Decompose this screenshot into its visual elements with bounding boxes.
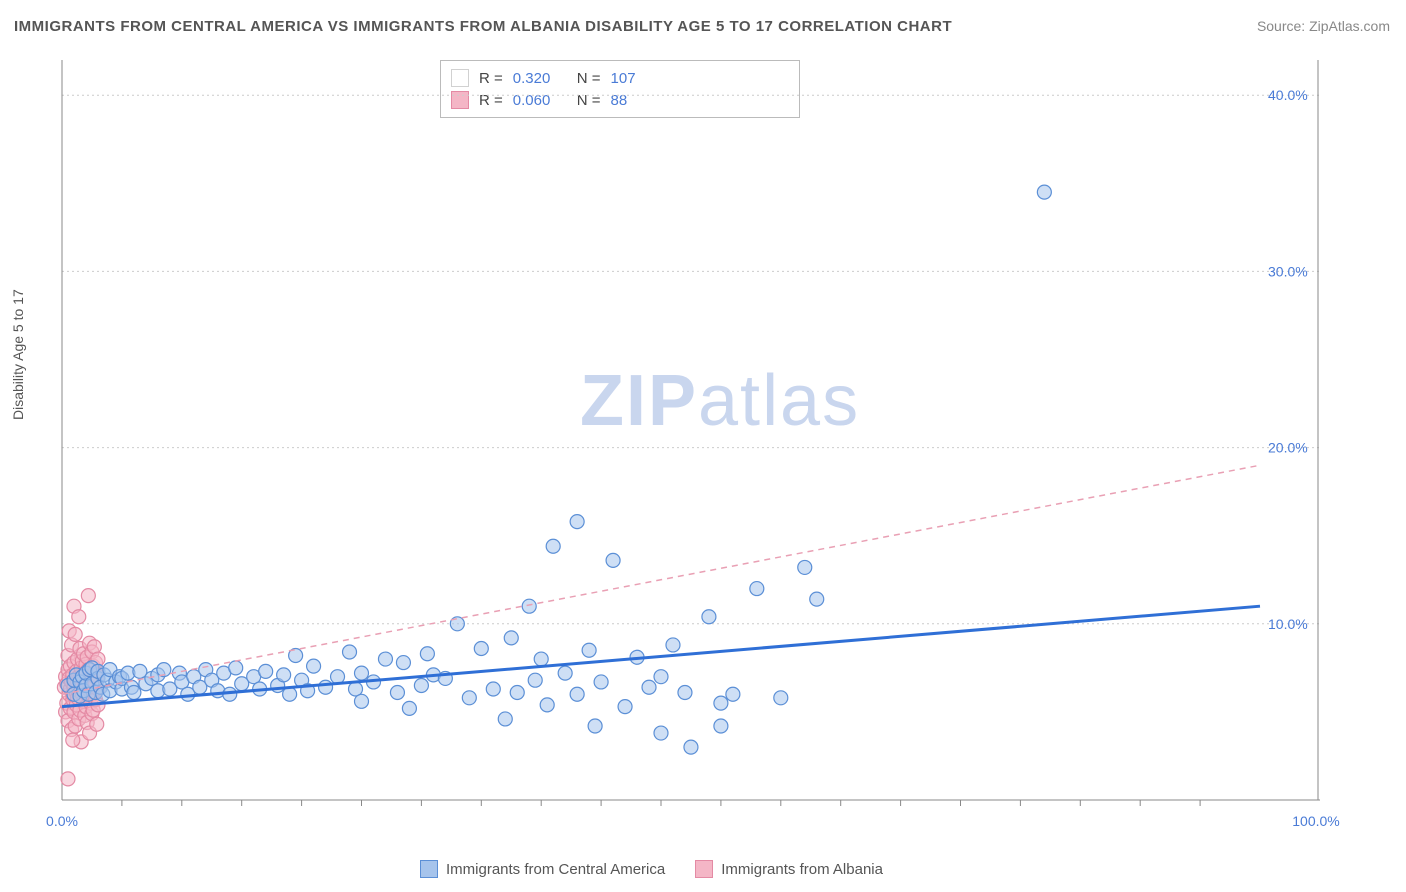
plot-svg: 10.0%20.0%30.0%40.0%0.0%100.0% xyxy=(60,60,1320,830)
legend-label: Immigrants from Central America xyxy=(446,861,665,878)
legend-series: Immigrants from Central America Immigran… xyxy=(420,860,883,878)
svg-text:10.0%: 10.0% xyxy=(1268,616,1308,632)
legend-label: Immigrants from Albania xyxy=(721,861,883,878)
svg-text:20.0%: 20.0% xyxy=(1268,440,1308,456)
swatch-central-america xyxy=(420,860,438,878)
title-bar: IMMIGRANTS FROM CENTRAL AMERICA VS IMMIG… xyxy=(0,0,1406,40)
source-label: Source: ZipAtlas.com xyxy=(1257,18,1390,34)
plot-area: 10.0%20.0%30.0%40.0%0.0%100.0% xyxy=(60,60,1320,830)
chart-container: IMMIGRANTS FROM CENTRAL AMERICA VS IMMIG… xyxy=(0,0,1406,892)
svg-text:100.0%: 100.0% xyxy=(1292,813,1339,829)
legend-item-central-america: Immigrants from Central America xyxy=(420,860,665,878)
svg-text:30.0%: 30.0% xyxy=(1268,263,1308,279)
swatch-albania xyxy=(695,860,713,878)
chart-area: 10.0% 20.0% 30.0% 40.0% 0.0% 100.0% xyxy=(20,50,1386,852)
chart-title: IMMIGRANTS FROM CENTRAL AMERICA VS IMMIG… xyxy=(14,18,952,35)
svg-text:40.0%: 40.0% xyxy=(1268,87,1308,103)
svg-text:0.0%: 0.0% xyxy=(46,813,78,829)
legend-item-albania: Immigrants from Albania xyxy=(695,860,883,878)
